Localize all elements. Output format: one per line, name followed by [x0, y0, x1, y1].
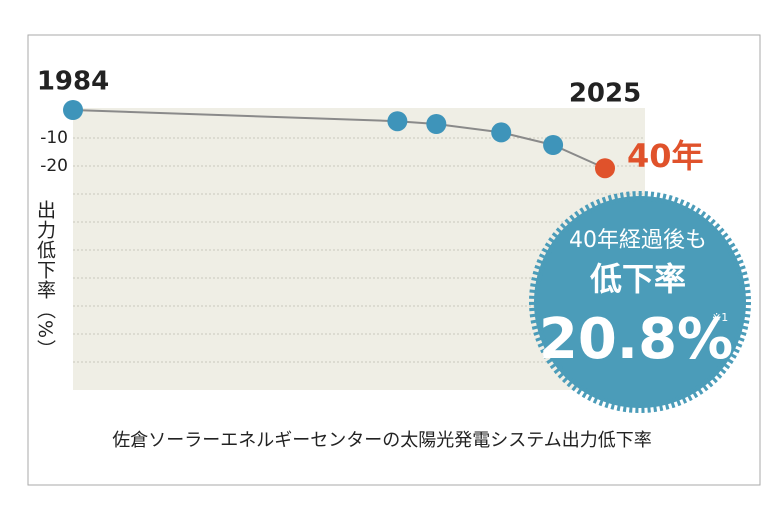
badge-line2: 低下率: [590, 260, 686, 298]
badge-value: 20.8%: [539, 307, 733, 372]
end-label: 40年: [627, 137, 704, 175]
point: [63, 100, 83, 120]
point: [543, 135, 564, 155]
frame: [27, 34, 761, 486]
y-tick-label: -10: [40, 128, 68, 148]
point: [426, 114, 447, 134]
x-label: 1984: [37, 67, 109, 97]
point: [491, 122, 512, 143]
badge-note: ※1: [712, 311, 728, 324]
badge-line1: 40年経過後も: [569, 228, 707, 253]
point: [595, 158, 615, 179]
point: [387, 111, 408, 132]
y-tick-label: -20: [40, 156, 68, 176]
badge: [529, 191, 751, 413]
chart-title: 佐倉ソーラーエネルギーセンターの太陽光発電システム出力低下率: [112, 430, 651, 451]
x-label: 2025: [569, 79, 641, 109]
y-axis-label: 出力低下率（%）: [34, 200, 56, 360]
